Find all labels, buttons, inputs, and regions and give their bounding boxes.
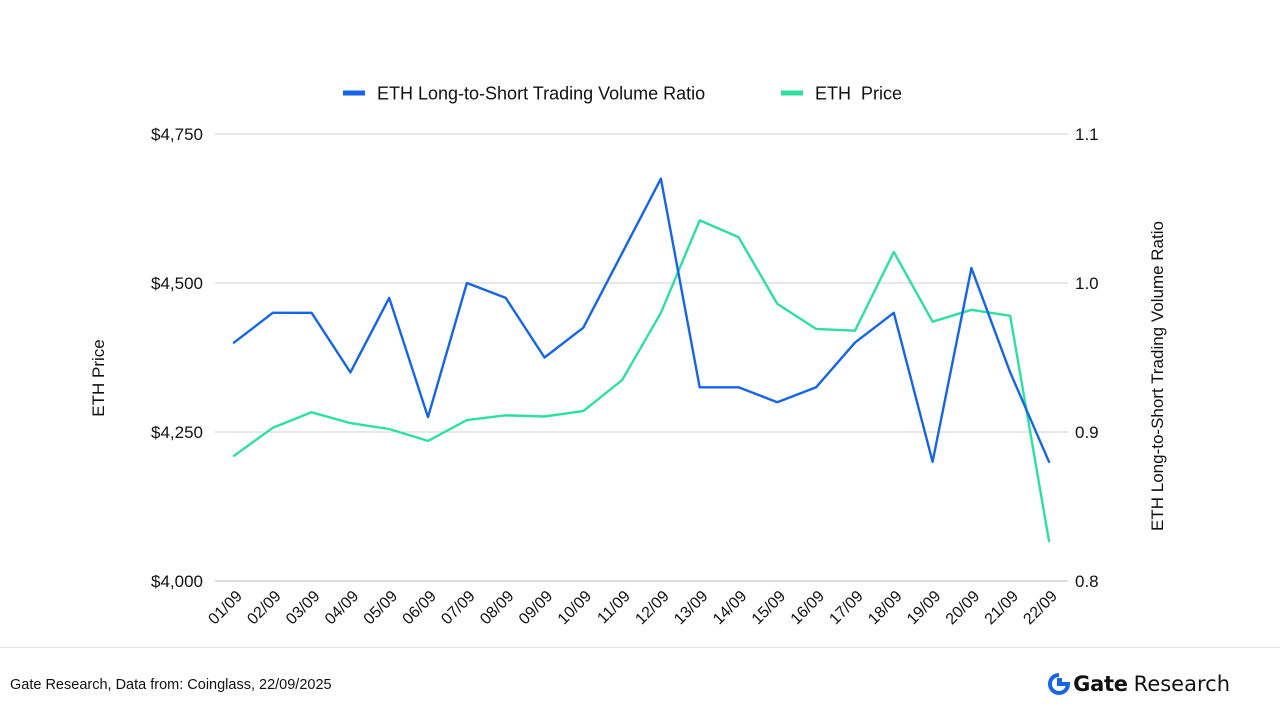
x-tick-label: 18/09 xyxy=(865,588,905,628)
x-tick-label: 12/09 xyxy=(632,588,672,628)
left-tick-label: $4,000 xyxy=(151,572,203,591)
right-tick-label: 1.0 xyxy=(1075,274,1099,293)
legend: ETH Long-to-Short Trading Volume Ratio ET… xyxy=(343,84,902,104)
left-tick-label: $4,250 xyxy=(151,423,203,442)
right-tick-label: 0.9 xyxy=(1075,423,1099,442)
x-tick-label: 11/09 xyxy=(594,588,634,628)
legend-label: ETH Price xyxy=(815,84,902,104)
x-tick-label: 20/09 xyxy=(943,588,983,628)
gate-logo-icon xyxy=(1048,673,1071,695)
right-tick-label: 0.8 xyxy=(1075,572,1099,591)
x-tick-label: 16/09 xyxy=(788,588,828,628)
x-tick-label: 08/09 xyxy=(477,588,517,628)
series-line xyxy=(232,177,1051,463)
series-lines xyxy=(232,177,1051,543)
x-tick-label: 21/09 xyxy=(982,588,1022,628)
x-tick-label: 22/09 xyxy=(1020,588,1060,628)
legend-label: ETH Long-to-Short Trading Volume Ratio xyxy=(377,84,705,104)
x-tick-label: 03/09 xyxy=(283,588,323,628)
x-tick-label: 19/09 xyxy=(904,588,944,628)
right-axis-label: ETH Long-to-Short Trading Volume Ratio xyxy=(1148,221,1167,531)
x-tick-label: 07/09 xyxy=(438,588,478,628)
left-tick-label: $4,750 xyxy=(151,125,203,144)
x-tick-label: 14/09 xyxy=(710,588,750,628)
x-tick-label: 15/09 xyxy=(749,588,789,628)
footer-divider xyxy=(0,647,1280,648)
x-tick-label: 13/09 xyxy=(671,588,711,628)
series-line xyxy=(232,219,1051,543)
x-tick-label: 09/09 xyxy=(516,588,556,628)
x-tick-label: 01/09 xyxy=(205,588,245,628)
gridlines xyxy=(215,133,1068,582)
left-axis-ticks: $4,000 $4,250 $4,500 $4,750 xyxy=(151,125,203,591)
brand-suffix: Research xyxy=(1133,672,1230,696)
chart: ETH Long-to-Short Trading Volume Ratio ET… xyxy=(89,84,1167,629)
x-tick-label: 02/09 xyxy=(244,588,284,628)
left-tick-label: $4,500 xyxy=(151,274,203,293)
x-tick-label: 17/09 xyxy=(826,588,866,628)
right-tick-label: 1.1 xyxy=(1075,125,1099,144)
brand-logo: Gate Research xyxy=(1048,672,1230,696)
x-tick-label: 04/09 xyxy=(322,588,362,628)
x-tick-label: 05/09 xyxy=(361,588,401,628)
brand-name: Gate xyxy=(1073,672,1128,696)
source-note: Gate Research, Data from: Coinglass, 22/… xyxy=(10,677,332,693)
x-tick-label: 06/09 xyxy=(400,588,440,628)
right-axis-ticks: 0.8 0.9 1.0 1.1 xyxy=(1075,125,1099,591)
left-axis-label: ETH Price xyxy=(89,339,108,416)
x-tick-label: 10/09 xyxy=(555,588,595,628)
x-axis-ticks: 01/0902/0903/0904/0905/0906/0907/0908/09… xyxy=(205,588,1060,628)
